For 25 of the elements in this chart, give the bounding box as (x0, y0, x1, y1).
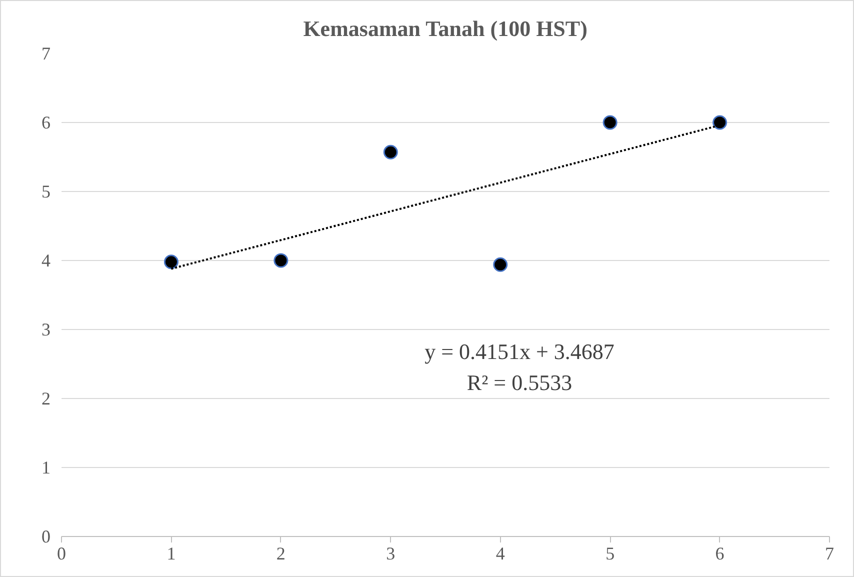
x-tick-label: 0 (57, 544, 66, 564)
annotation: y = 0.4151x + 3.4687 (424, 339, 614, 364)
y-tick-label: 2 (42, 388, 50, 408)
annotation: R² = 0.5533 (466, 370, 572, 395)
chart-title: Kemasaman Tanah (100 HST) (303, 16, 588, 41)
x-tick-label: 2 (276, 544, 286, 564)
point (274, 253, 288, 268)
y-tick-label: 1 (42, 458, 50, 478)
y-tick-label: 6 (42, 112, 50, 132)
x-tick-label: 6 (715, 544, 724, 564)
point (602, 115, 618, 130)
x-tick-label: 4 (496, 544, 505, 564)
x-tick-label: 5 (606, 544, 615, 564)
x-tick-label: 1 (166, 544, 176, 564)
point (712, 115, 728, 130)
y-tick-label: 7 (42, 44, 50, 64)
y-tick-label: 5 (42, 182, 50, 202)
point (493, 257, 508, 272)
y-tick-label: 4 (42, 250, 50, 270)
y-tick-label: 3 (42, 320, 50, 340)
point (383, 144, 398, 160)
x-tick-label: 7 (825, 544, 834, 564)
y-tick-label: 0 (42, 526, 50, 546)
x-tick-label: 3 (386, 544, 396, 564)
point (164, 254, 178, 270)
